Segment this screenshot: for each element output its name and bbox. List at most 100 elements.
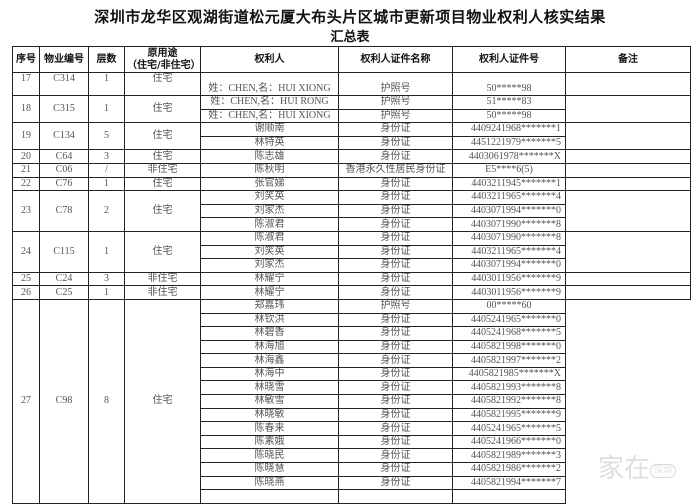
owner-name-cell: 刘家杰 <box>200 203 339 219</box>
floors-cell: 2 <box>88 190 125 232</box>
table-row: 22 C76 1 住宅 张官娣 身份证 4403211945*******1 <box>12 176 691 192</box>
remarks-cell <box>565 353 691 368</box>
owner-name-cell: 谢顺南 <box>200 122 339 137</box>
owner-name-cell: 刘笑英 <box>200 190 339 205</box>
id-number-cell: 50*****98 <box>452 72 566 96</box>
id-number-cell: 4403011956*******9 <box>452 285 566 300</box>
id-type-cell: 身份证 <box>338 380 453 396</box>
id-number-cell: 4403071990*******8 <box>452 217 566 232</box>
usage-cell: 住宅 <box>124 122 201 151</box>
owner-name-cell: 张官娣 <box>200 176 339 192</box>
remarks-cell <box>565 435 691 449</box>
id-number-cell: 51*****83 <box>452 95 566 110</box>
id-number-cell: 4405241968*******5 <box>452 326 566 341</box>
owner-name-cell: 刘家杰 <box>200 258 339 273</box>
remarks-cell <box>565 380 691 395</box>
owner-name-cell: 陈秋明 <box>200 162 339 178</box>
id-type-cell: 身份证 <box>338 312 453 328</box>
owner-name-cell: 林耀宁 <box>200 285 339 300</box>
id-number-cell: 4403061978*******X <box>452 149 566 164</box>
id-number-cell: 4405241965*******5 <box>452 421 566 436</box>
property-code-cell: C314 <box>39 72 89 96</box>
id-number-cell: 4403211965*******4 <box>452 244 566 260</box>
id-number-cell: 4405821997*******2 <box>452 353 566 368</box>
id-type-cell: 身份证 <box>338 271 453 287</box>
usage-cell: 住宅 <box>124 72 201 96</box>
seq-cell: 20 <box>12 149 40 164</box>
usage-cell: 非住宅 <box>124 271 201 287</box>
owners-table: 序号 物业编号 层数 原用途 （住宅/非住宅） 权利人 权利人证件名称 权利人证… <box>12 46 691 504</box>
id-type-cell: 护照号 <box>338 95 453 110</box>
owner-name-cell: 林碧香 <box>200 326 339 341</box>
header-property-code: 物业编号 <box>39 46 89 73</box>
usage-cell: 住宅 <box>124 230 201 273</box>
remarks-cell <box>565 448 691 463</box>
id-type-cell: 身份证 <box>338 326 453 341</box>
id-number-cell: 4405821992*******8 <box>452 394 566 409</box>
document-title: 深圳市龙华区观湖街道松元厦大布头片区城市更新项目物业权利人核实结果 <box>94 8 606 26</box>
id-type-cell: 身份证 <box>338 258 453 273</box>
table-row: 林晓雪 身份证 4405821993*******8 <box>13 380 691 396</box>
id-type-cell: 身份证 <box>338 149 453 164</box>
owner-name-cell: 姓：CHEN,名：HUI XIONG <box>200 108 339 124</box>
owner-name-cell: 陈晓燕 <box>200 475 339 491</box>
remarks-cell <box>565 394 691 409</box>
remarks-cell <box>565 230 691 273</box>
property-code-cell: C64 <box>39 149 89 164</box>
table-row: 23 C78 2 住宅 刘笑英 身份证 4403211965*******4 <box>12 190 691 232</box>
table-row: 林碧香 身份证 4405241968*******5 <box>13 326 691 341</box>
id-type-cell: 身份证 <box>338 407 453 423</box>
table-row: 林海鑫 身份证 4405821997*******2 <box>13 353 691 368</box>
owner-name-cell: 陈春来 <box>200 421 339 436</box>
id-type-cell: 身份证 <box>338 434 453 450</box>
remarks-cell <box>565 190 691 232</box>
id-number-cell: 4405821998*******0 <box>452 339 566 355</box>
property-code-cell: C78 <box>39 190 89 232</box>
floors-cell: 1 <box>88 94 125 124</box>
usage-cell: 住宅 <box>124 298 201 504</box>
table-row: 24 C115 1 住宅 陈淑君 身份证 4403071990*******8 <box>12 230 691 273</box>
table-row: 25 C24 3 非住宅 林耀宁 身份证 4403011956*******9 <box>12 271 691 287</box>
remarks-cell <box>565 367 691 381</box>
owner-name-cell: 陈淑君 <box>200 217 339 232</box>
id-type-cell: 护照号 <box>338 108 453 124</box>
id-number-cell: 4451221979*******5 <box>452 135 566 151</box>
header-floors: 层数 <box>88 46 125 73</box>
floors-cell: 1 <box>88 230 125 273</box>
id-type-cell: 身份证 <box>338 462 453 477</box>
header-owner: 权利人 <box>200 46 339 73</box>
header-usage: 原用途 （住宅/非住宅） <box>124 46 201 73</box>
id-type-cell: 身份证 <box>338 203 453 219</box>
watermark-logo: 家在 深圳 <box>598 448 677 485</box>
header-remarks: 备注 <box>565 46 691 73</box>
table-header-row: 序号 物业编号 层数 原用途 （住宅/非住宅） 权利人 权利人证件名称 权利人证… <box>12 46 691 73</box>
owner-name-cell: 林海中 <box>200 366 339 382</box>
id-number-cell: 4405821995*******9 <box>452 407 566 423</box>
id-type-cell: 身份证 <box>338 353 453 368</box>
owner-name-cell <box>200 489 339 504</box>
table-row: 陈淑君 身份证 4403071990*******8 <box>13 217 691 232</box>
remarks-cell <box>565 271 691 287</box>
remarks-cell <box>565 72 691 96</box>
floors-cell: 3 <box>88 149 125 164</box>
remarks-cell <box>565 326 691 341</box>
property-code-cell: C134 <box>39 122 89 151</box>
owner-name-cell: 陈晓慧 <box>200 462 339 477</box>
floors-cell: 1 <box>88 72 125 96</box>
remarks-cell <box>565 462 691 477</box>
table-row: 18 C315 1 住宅 姓：CHEN,名：HUI RONG 护照号 51*****83 <box>12 94 691 124</box>
id-type-cell: 身份证 <box>338 394 453 409</box>
floors-cell: 3 <box>88 271 125 287</box>
seq-cell: 26 <box>12 285 40 300</box>
seq-cell: 18 <box>12 94 40 124</box>
id-type-cell: 身份证 <box>338 339 453 355</box>
owner-name-cell: 林晓敏 <box>200 407 339 423</box>
owner-name-cell: 陈淑君 <box>200 230 339 246</box>
id-type-cell: 身份证 <box>338 176 453 192</box>
header-seq: 序号 <box>12 46 40 73</box>
id-type-cell: 身份证 <box>338 190 453 205</box>
id-type-cell: 身份证 <box>338 244 453 260</box>
remarks-cell <box>565 299 691 313</box>
id-number-cell: 4403011956*******9 <box>452 271 566 287</box>
id-type-cell: 身份证 <box>338 448 453 464</box>
